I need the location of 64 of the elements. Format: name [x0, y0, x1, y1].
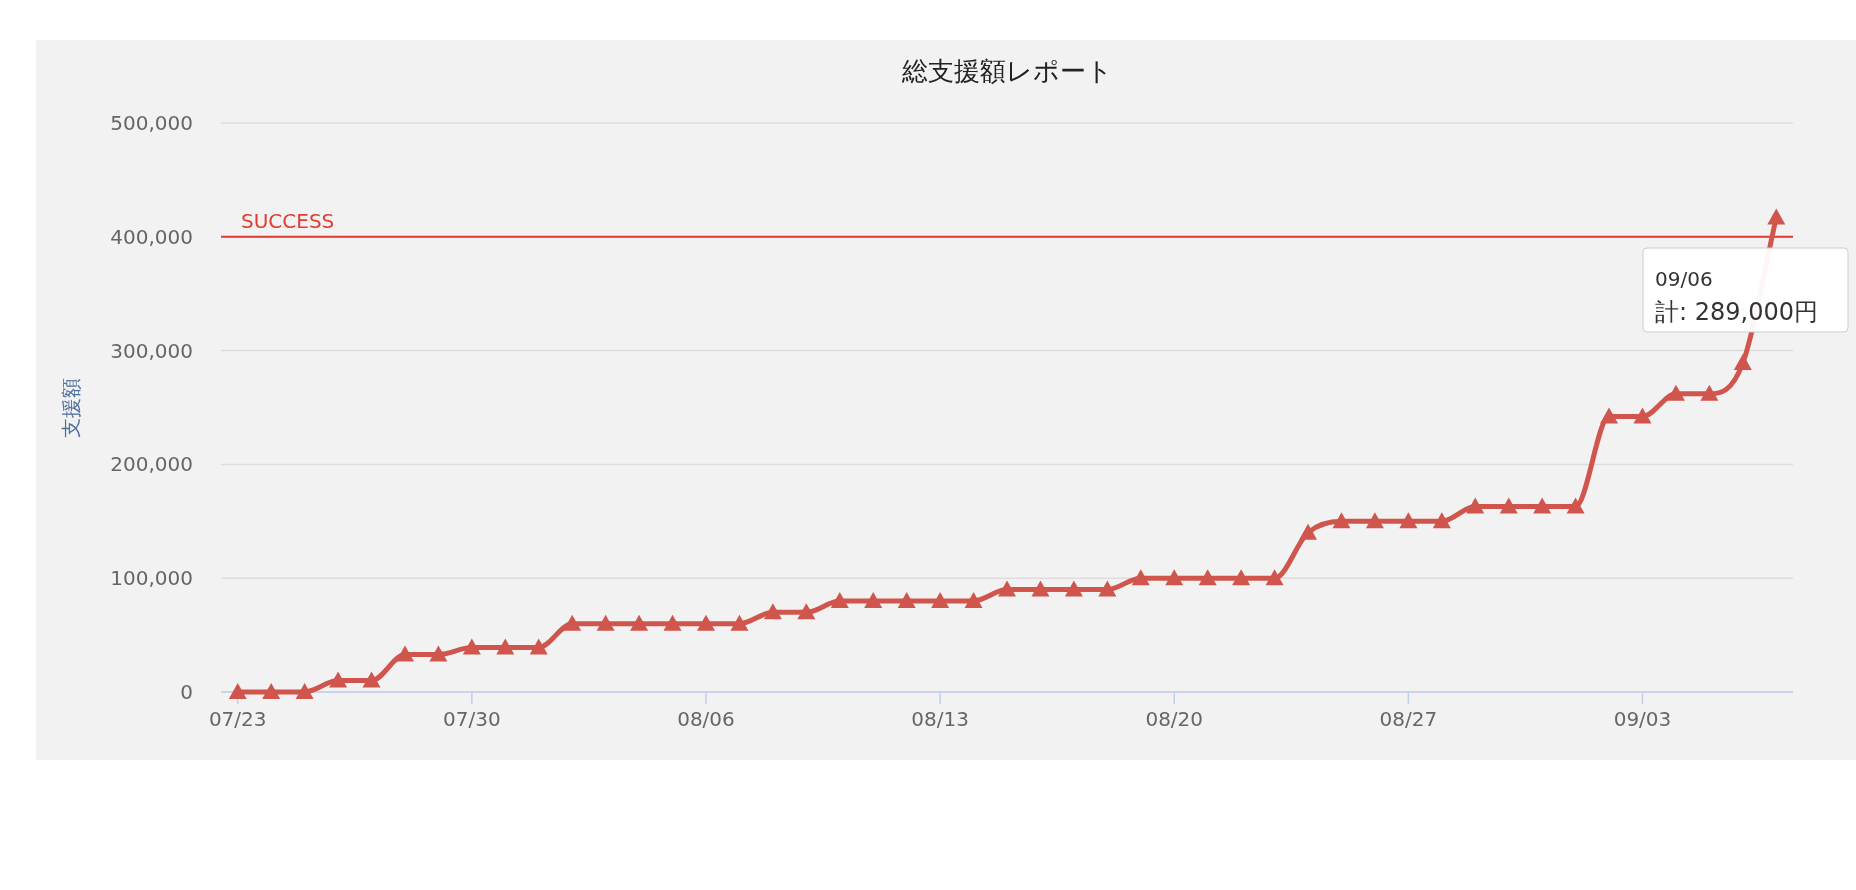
point	[1633, 407, 1652, 424]
point	[830, 591, 849, 608]
point	[329, 671, 348, 688]
y-tick-label: 0	[180, 680, 193, 704]
point	[1131, 569, 1150, 586]
y-axis-title: 支援額	[59, 377, 83, 438]
y-tick-label: 500,000	[110, 111, 193, 135]
point	[1064, 580, 1083, 597]
point	[1232, 569, 1251, 586]
point	[563, 614, 582, 631]
point	[730, 614, 749, 631]
ref-line-label: SUCCESS	[241, 208, 335, 233]
point	[429, 645, 448, 662]
point	[696, 614, 715, 631]
point	[931, 591, 950, 608]
point	[529, 638, 548, 655]
x-tick-label: 08/06	[677, 707, 735, 731]
point	[362, 671, 381, 688]
y-tick-label: 200,000	[110, 452, 193, 477]
point	[1399, 512, 1418, 529]
point	[964, 591, 983, 608]
y-tick-label: 100,000	[110, 566, 193, 591]
point	[295, 683, 314, 699]
point	[1733, 354, 1752, 371]
annotation: 09/06 計: 289,000円	[1655, 267, 1818, 326]
point	[1365, 512, 1384, 529]
point	[596, 614, 615, 631]
point	[864, 591, 883, 608]
point	[1165, 569, 1184, 586]
point	[763, 603, 782, 620]
point	[395, 645, 414, 662]
point	[1031, 580, 1050, 597]
point	[1466, 497, 1485, 514]
point	[1566, 497, 1585, 514]
point	[897, 591, 916, 608]
point	[1332, 512, 1351, 529]
x-tick-label: 07/30	[443, 707, 501, 731]
point	[1098, 580, 1117, 597]
point	[262, 683, 281, 699]
point	[1533, 497, 1552, 514]
point	[1666, 384, 1685, 401]
point	[496, 638, 515, 655]
x-tick-label: 09/03	[1613, 707, 1672, 731]
y-tick-label: 300,000	[110, 338, 193, 363]
y-tick-label: 400,000	[110, 224, 193, 249]
x-tick-label: 08/13	[911, 707, 969, 731]
point	[1299, 523, 1318, 540]
chart-title: 総支援額レポート	[900, 56, 1113, 86]
x-tick-label: 08/27	[1379, 707, 1438, 731]
x-tick-label: 07/23	[208, 707, 267, 731]
point	[1432, 512, 1451, 529]
point	[663, 614, 682, 631]
point	[462, 638, 481, 655]
point	[1265, 569, 1284, 586]
point	[1767, 208, 1786, 225]
point	[1700, 384, 1719, 401]
point	[998, 580, 1016, 597]
point	[1600, 407, 1619, 424]
point	[228, 683, 247, 699]
point	[1499, 497, 1518, 514]
point	[630, 614, 649, 631]
point	[797, 603, 816, 620]
x-tick-label: 08/20	[1145, 707, 1204, 731]
point	[1198, 569, 1217, 586]
